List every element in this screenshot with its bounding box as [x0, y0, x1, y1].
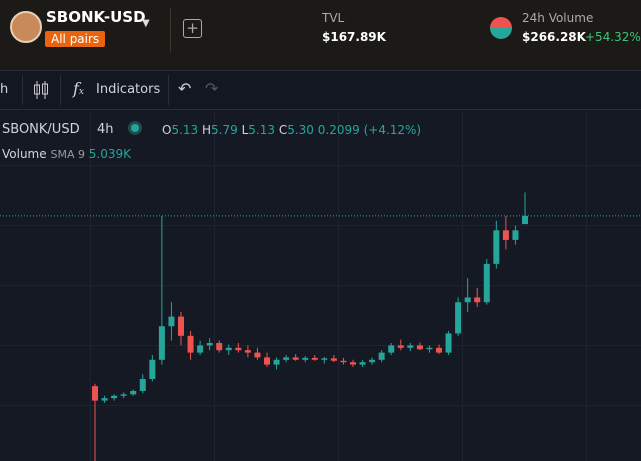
candle-body [187, 335, 194, 353]
token-icon [10, 11, 42, 43]
divider [168, 75, 169, 105]
redo-button[interactable]: ↷ [205, 79, 219, 98]
volume-label: Volume [2, 147, 47, 161]
volume-icon [490, 17, 512, 39]
candle-body [302, 357, 309, 360]
candle-body [139, 378, 146, 391]
candle-body [158, 326, 165, 360]
candle-body [340, 360, 347, 363]
o-value: 5.13 [171, 123, 199, 137]
candle-body [292, 357, 299, 360]
candle-body [206, 343, 213, 346]
tvl-value: $167.89K [322, 30, 386, 44]
candle-body [350, 362, 356, 365]
volume-label: 24h Volume [522, 11, 594, 25]
candle-body [522, 215, 528, 225]
volume-value: $266.28K [522, 30, 586, 44]
candle-body [493, 230, 500, 264]
candle-body [235, 347, 242, 351]
change-pct: (+4.12%) [363, 123, 422, 137]
divider [60, 75, 61, 105]
chart-area [0, 110, 641, 461]
candle-body [283, 357, 290, 360]
volume-legend: Volume SMA 9 5.039K [2, 147, 131, 161]
candle-body [397, 345, 404, 348]
candle-body [426, 347, 433, 350]
top-bar: SBONK-USD All pairs ▼ + TVL $167.89K 24h… [0, 0, 641, 71]
candle-body [416, 345, 423, 350]
candle-body [130, 390, 137, 395]
candle-body [264, 357, 270, 365]
dropdown-caret[interactable]: ▼ [142, 18, 150, 29]
candle-body [388, 345, 395, 353]
legend-interval: 4h [97, 122, 114, 137]
divider [22, 75, 23, 105]
candle-body [321, 358, 328, 360]
add-button[interactable]: + [183, 19, 202, 38]
candle-body [120, 394, 127, 396]
candle-body [92, 386, 98, 401]
candle-body [369, 359, 376, 363]
h-value: 5.79 [211, 123, 238, 137]
candle-body [225, 347, 232, 351]
candle-body [512, 230, 519, 240]
candle-body [168, 316, 175, 327]
candle-body [455, 302, 462, 334]
candle-body [244, 350, 251, 353]
candle-body [474, 297, 481, 303]
candle-type-button[interactable] [33, 80, 49, 100]
candle-body [330, 358, 337, 361]
tvl-label: TVL [322, 11, 345, 25]
candle-body [101, 398, 108, 401]
undo-button[interactable]: ↶ [178, 79, 192, 98]
o-label: O [162, 123, 172, 137]
legend-symbol: SBONK/USD [2, 122, 80, 137]
candle-body [311, 357, 318, 360]
toolbar: h fx Indicators ↶ ↷ [0, 71, 641, 110]
candle-body [273, 359, 280, 365]
candle-body [149, 359, 156, 379]
sma-label: SMA 9 [50, 148, 85, 161]
candle-body [502, 230, 509, 240]
candle-body [178, 316, 184, 336]
candle-body [216, 343, 223, 351]
indicators-icon[interactable]: fx [73, 79, 84, 98]
h-label: H [202, 123, 212, 137]
change: 0.2099 [317, 123, 360, 137]
status-dot [131, 124, 139, 132]
candle-body [483, 263, 490, 303]
candle-body [254, 352, 261, 358]
l-value: 5.13 [248, 123, 275, 137]
candle-body [378, 352, 385, 360]
candle-body [197, 345, 204, 353]
volume-change: +54.32% [585, 30, 641, 44]
divider [170, 8, 171, 52]
pairs-badge[interactable]: All pairs [45, 31, 106, 47]
candle-body [359, 362, 366, 365]
interval-button[interactable]: h [0, 82, 9, 97]
candle-body [436, 347, 442, 353]
candle-body [445, 333, 452, 353]
l-label: L [241, 123, 249, 137]
ohlc-legend: O5.13 H5.79 L5.13 C5.30 0.2099 (+4.12%) [162, 123, 421, 137]
candle-body [464, 297, 471, 303]
c-label: C [278, 123, 288, 137]
candle-body [111, 395, 118, 399]
sma-value: 5.039K [88, 147, 132, 161]
pair-name[interactable]: SBONK-USD [46, 8, 146, 26]
candle-body [407, 345, 414, 348]
indicators-button[interactable]: Indicators [96, 82, 161, 97]
c-value: 5.30 [287, 123, 314, 137]
